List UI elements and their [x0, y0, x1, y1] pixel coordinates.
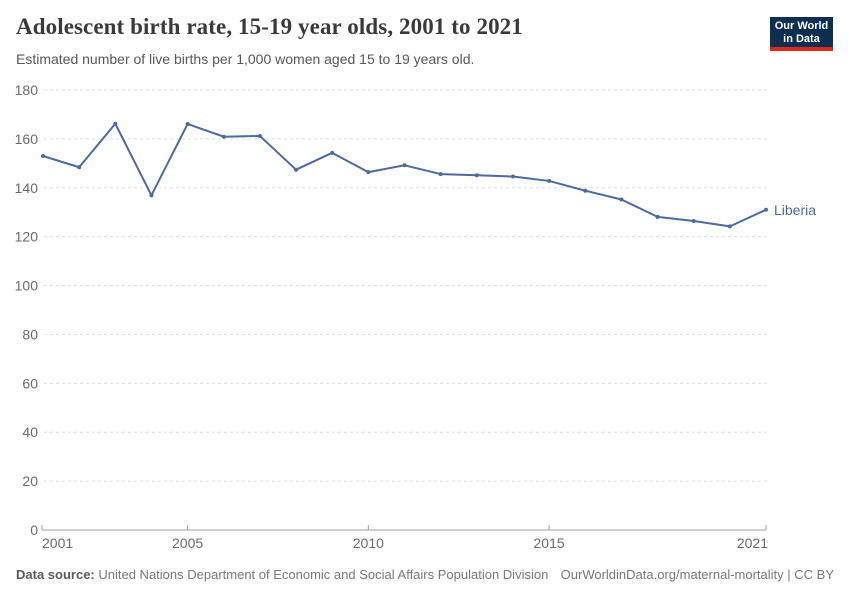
y-tick-label: 160 — [15, 131, 39, 147]
chart-subtitle: Estimated number of live births per 1,00… — [16, 51, 475, 67]
data-point[interactable] — [619, 197, 624, 202]
y-tick-label: 80 — [22, 326, 38, 342]
line-chart-canvas: 0 20 40 60 80 100 120 140 160 180 2001 2005 2010 2015… — [15, 82, 817, 551]
x-tick-label: 2001 — [42, 535, 73, 551]
data-point[interactable] — [149, 193, 154, 198]
owid-citation-link[interactable]: OurWorldinData.org/maternal-mortality | … — [560, 567, 834, 582]
data-point[interactable] — [41, 154, 45, 158]
data-point[interactable] — [438, 172, 443, 177]
y-tick-label: 20 — [22, 473, 38, 489]
chart-title: Adolescent birth rate, 15-19 year olds, … — [16, 14, 523, 39]
data-source: Data source: United Nations Department o… — [16, 567, 548, 582]
data-point[interactable] — [655, 214, 660, 219]
data-source-text: United Nations Department of Economic an… — [94, 567, 549, 582]
y-tick-label: 180 — [15, 82, 39, 98]
y-tick-label: 60 — [22, 375, 38, 391]
data-point[interactable] — [221, 134, 226, 139]
data-point[interactable] — [366, 170, 371, 175]
x-tick-label: 2005 — [172, 535, 203, 551]
data-point[interactable] — [77, 165, 82, 170]
owid-logo-line1: Our World — [774, 20, 829, 32]
data-point[interactable] — [727, 224, 732, 229]
y-tick-label: 0 — [30, 522, 38, 538]
y-tick-label: 120 — [15, 229, 39, 245]
data-point[interactable] — [113, 121, 118, 126]
y-tick-label: 100 — [15, 278, 39, 294]
owid-logo[interactable]: Our World in Data — [770, 17, 833, 51]
x-tick-label: 2021 — [737, 535, 768, 551]
y-tick-label: 40 — [22, 424, 38, 440]
data-point[interactable] — [474, 173, 479, 178]
entity-label-liberia[interactable]: Liberia — [774, 202, 816, 218]
data-point[interactable] — [185, 121, 190, 126]
data-point[interactable] — [402, 163, 407, 168]
x-tick-label: 2015 — [534, 535, 565, 551]
data-point[interactable] — [330, 150, 335, 155]
data-point[interactable] — [547, 178, 552, 183]
owid-logo-line2: in Data — [783, 33, 820, 45]
y-tick-label: 140 — [15, 180, 39, 196]
data-point[interactable] — [764, 207, 768, 212]
data-point[interactable] — [583, 188, 588, 193]
x-tick-label: 2010 — [353, 535, 384, 551]
data-point[interactable] — [691, 219, 696, 224]
data-point[interactable] — [294, 167, 299, 172]
data-point[interactable] — [510, 174, 515, 179]
data-point[interactable] — [257, 133, 262, 138]
chart-footer: Data source: United Nations Department o… — [16, 567, 834, 582]
data-source-label: Data source: — [16, 567, 95, 582]
